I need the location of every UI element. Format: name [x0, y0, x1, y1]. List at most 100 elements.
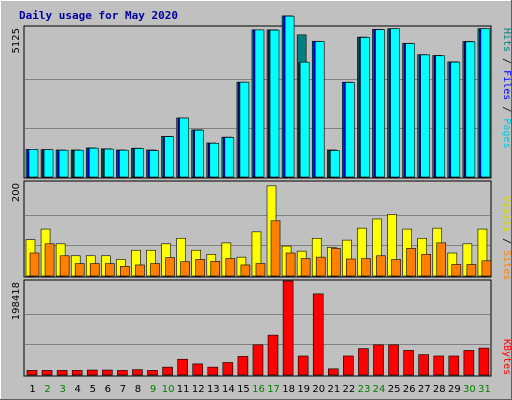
bar-kbytes-day-6: [102, 369, 113, 376]
bar-pages-day-30: [465, 41, 476, 178]
chart-title: Daily usage for May 2020: [19, 9, 178, 22]
bar-sites-day-21: [330, 248, 341, 277]
bar-sites-day-2: [44, 243, 55, 277]
day-label-28: 28: [433, 384, 446, 395]
day-label-23: 23: [358, 384, 371, 395]
bar-kbytes-day-10: [162, 366, 173, 376]
bar-kbytes-day-21: [327, 368, 339, 376]
bar-kbytes-day-29: [448, 355, 460, 376]
bar-kbytes-day-12: [192, 363, 204, 376]
bar-kbytes-day-9: [147, 370, 158, 376]
legend-files: Files: [501, 70, 512, 100]
bar-pages-day-13: [209, 142, 220, 178]
bar-sites-day-27: [421, 254, 431, 277]
bar-pages-day-22: [345, 82, 355, 178]
legend-sites: Sites: [501, 250, 512, 280]
day-label-30: 30: [463, 384, 476, 395]
bar-sites-day-13: [210, 260, 221, 277]
bar-sites-day-11: [180, 261, 190, 277]
bar-pages-day-16: [254, 29, 265, 178]
bar-kbytes-day-30: [463, 350, 475, 376]
day-label-14: 14: [222, 384, 235, 395]
bar-sites-day-14: [225, 258, 236, 277]
bar-sites-day-16: [255, 263, 266, 277]
ymax-label-kbytes: 198418: [11, 282, 22, 320]
bar-pages-day-29: [450, 61, 461, 178]
day-label-24: 24: [373, 384, 386, 395]
bar-pages-day-10: [164, 136, 174, 178]
bars-visits-sites: [25, 185, 492, 277]
bar-sites-day-23: [361, 258, 371, 277]
bar-sites-day-26: [406, 248, 416, 277]
bar-kbytes-day-22: [343, 355, 354, 376]
bar-pages-day-27: [420, 54, 430, 178]
bar-sites-day-20: [315, 256, 326, 277]
day-label-2: 2: [44, 384, 50, 395]
bar-pages-day-9: [149, 150, 159, 178]
bar-kbytes-day-18: [282, 280, 294, 376]
bar-kbytes-day-7: [117, 370, 128, 376]
bar-kbytes-day-3: [56, 370, 68, 376]
bar-pages-day-17: [269, 29, 280, 178]
bar-pages-day-28: [435, 55, 446, 178]
bar-pages-day-15: [239, 81, 250, 178]
bar-pages-day-4: [73, 149, 84, 178]
day-label-19: 19: [297, 384, 310, 395]
bar-sites-day-10: [165, 257, 175, 277]
bar-sites-day-24: [376, 255, 386, 277]
legend-hits-files-pages: Hits / Files / Pages: [501, 28, 512, 148]
bar-sites-day-15: [240, 264, 251, 277]
legend-separator: /: [501, 106, 512, 118]
bars-kbytes: [26, 280, 490, 376]
bar-sites-day-7: [120, 266, 130, 277]
ymax-label-visits: 200: [11, 183, 22, 202]
bar-pages-day-7: [119, 149, 129, 178]
day-label-12: 12: [192, 384, 205, 395]
day-label-21: 21: [327, 384, 340, 395]
bar-sites-day-4: [74, 263, 85, 277]
bar-sites-day-30: [466, 264, 477, 277]
bar-kbytes-day-19: [297, 355, 309, 376]
bar-pages-day-6: [104, 148, 114, 178]
bar-kbytes-day-4: [71, 370, 83, 376]
day-label-5: 5: [90, 384, 96, 395]
bar-sites-day-19: [300, 258, 311, 277]
bar-kbytes-day-1: [26, 370, 38, 376]
day-label-27: 27: [418, 384, 431, 395]
day-label-3: 3: [59, 384, 65, 395]
legend-kbytes: KBytes: [501, 339, 512, 375]
bar-kbytes-day-15: [237, 356, 249, 376]
bar-sites-day-1: [29, 252, 40, 277]
bar-pages-day-24: [375, 29, 385, 178]
day-label-10: 10: [162, 384, 175, 395]
bar-sites-day-3: [59, 255, 70, 277]
bar-sites-day-31: [481, 260, 492, 277]
legend-pages: Pages: [501, 118, 512, 148]
day-label-18: 18: [282, 384, 295, 395]
bar-pages-day-21: [329, 150, 340, 178]
day-label-25: 25: [388, 384, 401, 395]
day-label-1: 1: [29, 384, 35, 395]
bar-sites-day-17: [270, 220, 281, 277]
bar-pages-day-25: [390, 28, 400, 178]
bar-sites-day-29: [451, 264, 462, 277]
legend-hits: Hits: [501, 28, 512, 52]
bar-pages-day-20: [314, 41, 325, 178]
day-label-16: 16: [252, 384, 265, 395]
day-label-20: 20: [312, 384, 325, 395]
day-label-6: 6: [105, 384, 111, 395]
bar-pages-day-1: [28, 149, 39, 178]
bar-kbytes-day-23: [358, 348, 369, 376]
bar-kbytes-day-13: [207, 366, 219, 376]
bar-pages-day-5: [88, 147, 99, 178]
bar-sites-day-6: [105, 263, 115, 277]
bar-kbytes-day-14: [222, 362, 234, 376]
bar-kbytes-day-20: [312, 293, 324, 376]
day-label-31: 31: [478, 384, 491, 395]
day-label-11: 11: [177, 384, 190, 395]
bar-kbytes-day-31: [478, 347, 490, 376]
day-label-17: 17: [267, 384, 280, 395]
bar-kbytes-day-27: [418, 354, 429, 376]
legend-visits-sites: Visits / Sites: [501, 196, 512, 280]
